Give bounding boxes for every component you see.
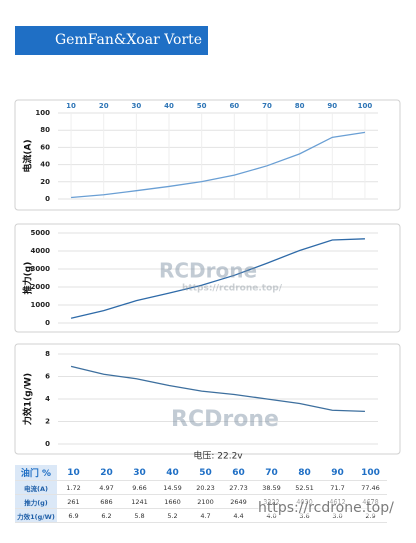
- x-tick-label: 80: [295, 102, 305, 110]
- table-cell: 1.72: [57, 480, 90, 495]
- x-tick-label: 20: [99, 102, 109, 110]
- row-header: 推力(g): [15, 494, 57, 509]
- y-axis-label: 电流(A): [22, 139, 34, 172]
- row-header: 力效1(g/W): [15, 508, 57, 523]
- table-cell: 5.2: [156, 508, 189, 523]
- y-tick-label: 1000: [31, 301, 51, 309]
- table-cell: 38.59: [255, 480, 288, 495]
- y-axis-label: 推力(g): [22, 262, 34, 295]
- y-tick-label: 20: [40, 178, 50, 186]
- y-tick-label: 80: [40, 126, 50, 134]
- x-tick-label: 10: [66, 102, 76, 110]
- table-cell: 14.59: [156, 480, 189, 495]
- y-tick-label: 4000: [31, 247, 51, 255]
- x-tick-label: 100: [358, 102, 373, 110]
- table-cell: 71.7: [321, 480, 354, 495]
- table-cell: 27.73: [222, 480, 255, 495]
- table-cell: 77.46: [354, 480, 387, 495]
- y-tick-label: 3000: [31, 265, 51, 273]
- watermark: https://rcdrone.top/: [258, 500, 394, 516]
- x-tick-label: 50: [197, 102, 207, 110]
- panel: [14, 99, 401, 211]
- y-tick-label: 2000: [31, 283, 51, 291]
- table-cell: 2100: [189, 494, 222, 509]
- y-tick-label: 8: [45, 350, 50, 358]
- table-cell: 2649: [222, 494, 255, 509]
- table-cell: 90: [321, 465, 354, 481]
- watermark: RCDrone: [171, 407, 279, 432]
- table-cell: 6.9: [57, 508, 90, 523]
- row-header: 油门 %: [15, 465, 57, 481]
- data-line: [71, 131, 366, 199]
- x-tick-label: 90: [327, 102, 337, 110]
- y-tick-label: 100: [35, 109, 50, 117]
- table-cell: 40: [156, 465, 189, 481]
- table-cell: 5.8: [123, 508, 156, 523]
- table-cell: 1660: [156, 494, 189, 509]
- table-cell: 261: [57, 494, 90, 509]
- banner: GemFan&Xoar Vorte: [15, 26, 208, 55]
- y-tick-label: 2: [45, 418, 50, 426]
- table-cell: 4.4: [222, 508, 255, 523]
- table-cell: 686: [90, 494, 123, 509]
- watermark: RCDrone: [159, 259, 257, 283]
- y-axis-label: 力效1(g/W): [22, 373, 34, 425]
- y-tick-label: 0: [45, 195, 50, 203]
- panel: [14, 223, 401, 333]
- y-tick-label: 0: [45, 319, 50, 327]
- x-tick-label: 30: [131, 102, 141, 110]
- y-tick-label: 6: [45, 373, 50, 381]
- table-cell: 70: [255, 465, 288, 481]
- table-cell: 30: [123, 465, 156, 481]
- table-cell: 4.97: [90, 480, 123, 495]
- data-line: [70, 238, 365, 319]
- x-tick-label: 40: [164, 102, 174, 110]
- table-cell: 80: [288, 465, 321, 481]
- table-cell: 1241: [123, 494, 156, 509]
- table-row: 电流(A) 1.72 4.97 9.66 14.59 20.23 27.73 38.59 52.…: [15, 480, 387, 495]
- y-tick-label: 40: [40, 161, 50, 169]
- table-cell: 20: [90, 465, 123, 481]
- y-tick-label: 4: [45, 395, 50, 403]
- table-cell: 60: [222, 465, 255, 481]
- table-cell: 20.23: [189, 480, 222, 495]
- table-cell: 10: [57, 465, 90, 481]
- y-tick-label: 60: [40, 143, 50, 151]
- table-cell: 52.51: [288, 480, 321, 495]
- panel: [14, 343, 401, 455]
- data-line: [70, 365, 365, 413]
- y-tick-label: 5000: [31, 229, 51, 237]
- x-tick-label: 70: [262, 102, 272, 110]
- table-cell: 100: [354, 465, 387, 481]
- x-tick-label: 60: [229, 102, 239, 110]
- x-axis-label: 电压: 22.2v: [193, 450, 243, 462]
- table-cell: 4.7: [189, 508, 222, 523]
- table-cell: 6.2: [90, 508, 123, 523]
- table-cell: 50: [189, 465, 222, 481]
- banner-title: GemFan&Xoar Vorte: [55, 32, 203, 48]
- y-tick-label: 0: [45, 440, 50, 448]
- row-header: 电流(A): [15, 480, 57, 495]
- table-row: 油门 % 10 20 30 40 50 60 70 80 90 100: [15, 465, 387, 481]
- table-cell: 9.66: [123, 480, 156, 495]
- watermark: https://rcdrone.top/: [182, 284, 283, 294]
